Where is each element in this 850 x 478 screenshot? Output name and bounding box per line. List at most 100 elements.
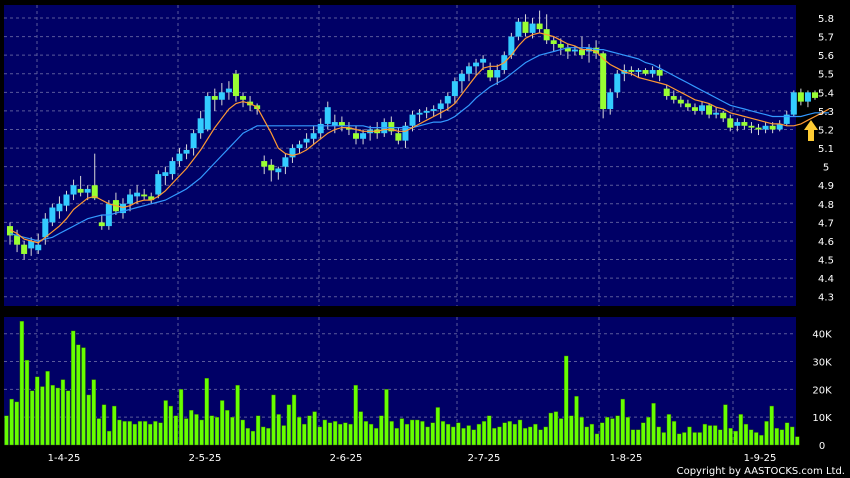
volume-bar (569, 415, 574, 446)
candle-body (225, 88, 232, 93)
volume-bar (199, 419, 204, 446)
candle-body (684, 103, 691, 108)
volume-bar (173, 415, 179, 446)
candle-body (734, 122, 741, 126)
candle-body (550, 40, 557, 45)
volume-bar (230, 416, 235, 446)
volume-bar (533, 423, 538, 446)
volume-bar (271, 394, 276, 446)
candle-body (642, 70, 649, 74)
volume-bar (379, 415, 384, 446)
price-tick-label: 4.7 (818, 218, 834, 229)
candle-body (56, 203, 63, 212)
volume-bar (142, 421, 148, 446)
candle-body (522, 21, 529, 33)
volume-bar (255, 415, 261, 446)
volume-bar (584, 426, 589, 446)
candle-body (437, 103, 444, 110)
volume-bar (692, 432, 697, 446)
price-tick-label: 5 (823, 163, 829, 174)
volume-bar (440, 421, 446, 446)
candle-body (536, 23, 543, 30)
candle-body (706, 105, 713, 115)
volume-bar (60, 379, 66, 446)
candle-body (338, 122, 345, 126)
price-tick-label: 4.4 (818, 274, 834, 285)
price-tick-label: 5.2 (818, 125, 834, 136)
candle-body (49, 207, 56, 223)
volume-bar (728, 428, 733, 446)
candle-body (473, 62, 480, 67)
volume-bar (363, 421, 369, 446)
volume-bar (384, 389, 389, 446)
volume-bar (779, 429, 785, 446)
volume-bar (24, 359, 30, 446)
volume-bar (235, 384, 240, 446)
volume-bar (451, 426, 456, 446)
candle-body (91, 185, 98, 199)
volume-bar (291, 394, 297, 446)
volume-bar (790, 426, 795, 446)
volume-bar (225, 410, 230, 446)
volume-bar (528, 426, 533, 446)
candle-body (487, 70, 494, 78)
volume-bar (471, 429, 476, 446)
volume-tick-label: 0 (819, 441, 825, 452)
volume-bar (502, 422, 507, 446)
candle-body (70, 185, 77, 195)
volume-bar (245, 428, 251, 446)
volume-bar (250, 430, 256, 446)
volume-tick-label: 30K (812, 358, 832, 369)
candle-body (360, 133, 367, 139)
candle-body (14, 235, 21, 245)
candle-body (63, 194, 70, 206)
candle-body (35, 244, 42, 251)
volume-bar (214, 416, 220, 446)
volume-bar (132, 423, 138, 446)
volume-bar (158, 422, 163, 446)
candle-body (465, 66, 472, 74)
volume-bar (4, 415, 9, 446)
candle-body (713, 112, 720, 115)
candle-body (600, 53, 607, 110)
volume-tick-label: 20K (812, 385, 832, 396)
candle-body (395, 133, 402, 141)
price-tick-label: 5.6 (818, 51, 834, 62)
volume-bar (194, 414, 199, 446)
volume-bar (435, 407, 441, 446)
candle-body (670, 96, 677, 100)
candle-body (77, 188, 84, 193)
volume-bar (178, 389, 184, 446)
volume-bar (754, 432, 759, 446)
candle-body (515, 21, 522, 37)
volume-bar (281, 425, 286, 446)
candle-body (458, 73, 465, 82)
volume-bar (266, 428, 271, 446)
candle-body (423, 110, 430, 113)
volume-bar (19, 320, 25, 446)
candle-body (98, 222, 105, 227)
volume-bar (764, 421, 769, 446)
candle-body (564, 47, 571, 52)
volume-bar (276, 414, 281, 446)
volume-bar (625, 416, 631, 446)
candle-body (727, 118, 734, 128)
volume-bar (522, 428, 528, 446)
volume-bar (538, 429, 543, 446)
volume-bar (240, 419, 245, 446)
candle-body (353, 133, 360, 139)
volume-bar (651, 403, 656, 446)
volume-bar (723, 404, 728, 446)
volume-bar (327, 422, 333, 446)
volume-bar (512, 423, 518, 446)
volume-bar (769, 405, 774, 446)
volume-bar (9, 398, 14, 446)
price-tick-label: 5.4 (818, 88, 834, 99)
candle-body (656, 70, 663, 76)
candle-body (430, 109, 437, 111)
volume-bar (605, 416, 610, 446)
volume-bar (697, 432, 702, 446)
candle-body (28, 240, 35, 249)
price-tick-label: 5.5 (818, 70, 834, 81)
candle-body (748, 125, 755, 128)
